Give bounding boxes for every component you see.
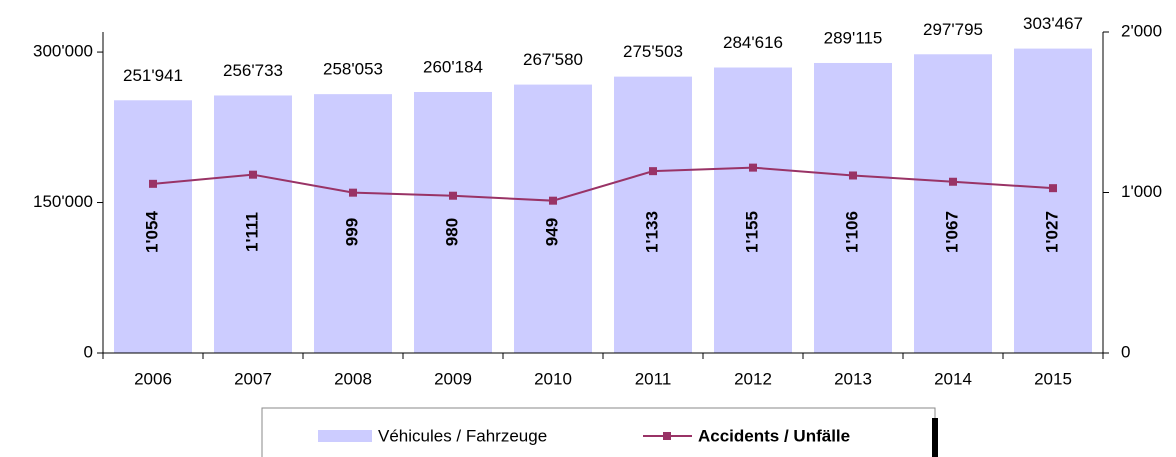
bar-value-label: 267'580 — [523, 50, 583, 69]
bar-value-label: 289'115 — [824, 28, 883, 47]
x-tick-label: 2012 — [734, 369, 772, 388]
bar-value-label: 303'467 — [1023, 14, 1083, 33]
x-tick-label: 2011 — [635, 369, 672, 388]
bar — [314, 94, 392, 353]
y2-tick-label: 2'000 — [1121, 21, 1162, 40]
line-value-label: 1'111 — [242, 212, 261, 252]
bar — [914, 54, 992, 354]
bar — [214, 95, 292, 353]
line-marker — [1049, 184, 1057, 193]
bar — [514, 84, 592, 354]
y-tick-label: 150'000 — [33, 192, 93, 211]
y-tick-label: 300'000 — [33, 42, 93, 61]
line-value-label: 1'133 — [642, 211, 661, 253]
legend-marker — [663, 432, 671, 440]
bar — [414, 92, 492, 353]
line-marker — [249, 170, 257, 179]
line-marker — [949, 177, 957, 186]
line-value-label: 1'027 — [1042, 211, 1061, 253]
x-tick-label: 2007 — [234, 369, 272, 388]
y-tick-label: 0 — [84, 342, 93, 361]
y2-tick-label: 1'000 — [1121, 182, 1162, 201]
line-marker — [749, 163, 757, 172]
bar-value-label: 251'941 — [123, 66, 183, 85]
x-tick-label: 2010 — [534, 369, 572, 388]
line-value-label: 1'054 — [142, 211, 161, 253]
x-tick-label: 2015 — [1034, 369, 1072, 388]
x-tick-label: 2008 — [334, 369, 372, 388]
bar — [114, 100, 192, 353]
x-tick-label: 2006 — [134, 369, 172, 388]
bar-value-label: 275'503 — [623, 42, 683, 61]
line-value-label: 949 — [542, 218, 561, 246]
legend-label: Véhicules / Fahrzeuge — [378, 426, 547, 445]
line-marker — [449, 191, 457, 200]
bar-value-label: 260'184 — [423, 57, 483, 76]
legend-swatch — [318, 430, 372, 442]
line-value-label: 999 — [342, 218, 361, 246]
line-marker — [349, 188, 357, 197]
bar-value-label: 256'733 — [223, 61, 283, 80]
line-marker — [549, 196, 557, 205]
bar-value-label: 258'053 — [323, 60, 383, 79]
bar — [714, 67, 792, 354]
bar-value-label: 284'616 — [723, 33, 783, 52]
x-tick-label: 2014 — [934, 369, 972, 388]
legend-box — [261, 407, 936, 457]
y2-tick-label: 0 — [1121, 342, 1130, 361]
x-tick-label: 2009 — [434, 369, 472, 388]
legend-label: Accidents / Unfälle — [698, 426, 850, 445]
line-value-label: 1'155 — [742, 211, 761, 253]
x-tick-label: 2013 — [834, 369, 872, 388]
line-value-label: 980 — [442, 218, 461, 246]
line-marker — [649, 167, 657, 176]
line-value-label: 1'106 — [842, 211, 861, 253]
bar-value-label: 297'795 — [923, 20, 983, 39]
line-marker — [149, 179, 157, 188]
line-value-label: 1'067 — [942, 211, 961, 253]
line — [152, 166, 1054, 202]
bar — [1014, 48, 1092, 354]
line-marker — [849, 171, 857, 180]
bar — [614, 76, 692, 354]
bar — [814, 62, 892, 354]
legend-edge — [932, 418, 938, 457]
